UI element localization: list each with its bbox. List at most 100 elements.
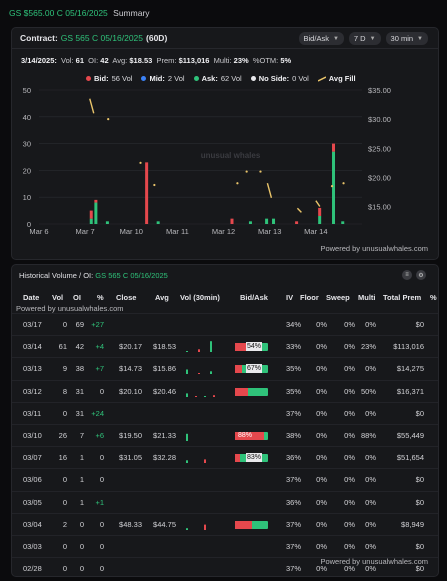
y-right-tick-label: $35.00 — [368, 86, 391, 95]
legend-mid[interactable]: Mid: 2 Vol — [141, 74, 185, 83]
volume-sparkline — [178, 358, 230, 379]
table-row[interactable]: 02/28 0 0 0 37% 0% 0% 0% $0 — [12, 557, 438, 576]
column-header[interactable]: Date — [23, 292, 40, 302]
column-header[interactable]: Sweep — [326, 292, 350, 302]
cell-avg — [143, 314, 176, 335]
column-header[interactable]: Avg — [155, 292, 169, 302]
bid-ask-bar — [235, 558, 275, 576]
table-row[interactable]: 03/13 9 38 +7 $14.73 $15.86 67% 35% 0% 0% 0% $14,27… — [12, 357, 438, 379]
cell-floor: 0% — [316, 364, 327, 374]
cell-avg: $32.28 — [153, 453, 176, 463]
settings-icon[interactable]: ⚙ — [416, 270, 426, 280]
cell-close: $31.05 — [119, 453, 142, 463]
table-row[interactable]: 03/04 2 0 0 $48.33 $44.75 37% 0% 0% 0% $8,949 — [12, 512, 438, 535]
volume-sparkline — [178, 514, 230, 535]
interval-select[interactable]: 30 min ▼ — [385, 32, 428, 45]
chart-controls: Bid/Ask ▼ 7 D ▼ 30 min ▼ — [298, 32, 428, 45]
cell-avg — [143, 536, 176, 557]
x-tick-label: Mar 13 — [258, 227, 281, 236]
cell-vol: 2 — [62, 519, 67, 529]
cell-multi: 0% — [365, 453, 376, 463]
column-header[interactable]: OI — [73, 292, 81, 302]
volume-sparkline — [178, 536, 230, 557]
cell-oi: 0 — [79, 564, 84, 574]
mid-dot-icon — [141, 76, 147, 81]
cell-sweep: 0% — [344, 564, 355, 574]
cell-pct — [428, 514, 438, 535]
cell-oi: 31 — [75, 386, 84, 396]
table-row[interactable]: 03/10 26 7 +6 $19.50 $21.33 88% 38% 0% 0% 88% $55,4… — [12, 424, 438, 446]
filter-icon[interactable]: ≡ — [402, 270, 412, 280]
bid-bar — [230, 218, 234, 224]
cell-iv: 34% — [285, 320, 301, 329]
volume-sparkline — [178, 381, 230, 402]
x-tick-label: Mar 7 — [76, 227, 95, 236]
spark-bar — [210, 341, 212, 353]
cell-date: 03/07 — [23, 453, 42, 463]
contract-symbol: GS $565.00 C 05/16/2025 — [9, 8, 108, 18]
spark-bar — [204, 524, 206, 530]
cell-iv: 36% — [285, 453, 301, 463]
table-row[interactable]: 03/11 0 31 +24 37% 0% 0% 0% $0 — [12, 401, 438, 424]
cell-oi: 7 — [79, 431, 84, 440]
bid-ask-bar — [235, 536, 275, 557]
cell-pct — [428, 425, 438, 446]
column-header[interactable]: IV — [286, 292, 294, 302]
y-left-tick-label: 30 — [23, 140, 31, 149]
cell-chg: +7 — [95, 364, 104, 374]
legend-bid[interactable]: Bid: 56 Vol — [86, 74, 132, 83]
cell-close — [109, 469, 142, 490]
cell-avg: $15.86 — [153, 364, 176, 374]
bid-ask-bar — [235, 514, 275, 535]
cell-chg: +24 — [91, 408, 104, 418]
table-row[interactable]: 03/17 0 69 +27 34% 0% 0% 0% $0 — [12, 313, 438, 335]
range-select[interactable]: 7 D ▼ — [348, 32, 381, 45]
table-row[interactable]: 03/06 0 1 0 37% 0% 0% 0% $0 — [12, 468, 438, 490]
table-row[interactable]: 03/12 8 31 0 $20.10 $20.46 35% 0% 0% 50% $16,371 — [12, 379, 438, 402]
legend-avg-fill[interactable]: Avg Fill — [317, 74, 356, 83]
column-header[interactable]: % — [97, 292, 104, 302]
powered-by: Powered by unusualwhales.com — [320, 557, 428, 566]
side-select[interactable]: Bid/Ask ▼ — [298, 32, 344, 45]
column-header[interactable]: Total Prem — [383, 292, 422, 302]
powered-by: Powered by unusualwhales.com — [320, 244, 428, 253]
cell-close: $20.10 — [119, 386, 142, 396]
bid-ask-percent: 83% — [246, 453, 263, 463]
cell-date: 03/06 — [23, 475, 42, 485]
chevron-down-icon: ▼ — [369, 35, 376, 42]
cell-avg — [143, 469, 176, 490]
column-header[interactable]: % — [430, 292, 437, 302]
ask-bar — [94, 202, 98, 224]
summary-label: Summary — [113, 8, 150, 18]
column-header[interactable]: Vol (30min) — [180, 292, 220, 302]
volume-sparkline — [178, 558, 230, 576]
column-header[interactable]: Bid/Ask — [240, 292, 268, 302]
y-right-tick-label: $15.00 — [368, 203, 391, 212]
column-header[interactable]: Close — [116, 292, 137, 302]
cell-prem: $0 — [415, 497, 424, 507]
column-header[interactable]: Multi — [358, 292, 376, 302]
column-header[interactable]: Vol — [52, 292, 64, 302]
cell-pct — [428, 558, 438, 576]
cell-avg: $18.53 — [153, 342, 176, 352]
volume-sparkline — [178, 425, 230, 446]
legend-ask[interactable]: Ask: 62 Vol — [193, 74, 242, 83]
table-row[interactable]: 03/05 0 1 +1 36% 0% 0% 0% $0 — [12, 490, 438, 513]
table-row[interactable]: 03/07 16 1 0 $31.05 $32.28 83% 36% 0% 0% 0% $51,654 — [12, 446, 438, 468]
legend-no-side[interactable]: No Side: 0 Vol — [250, 74, 309, 83]
cell-oi: 0 — [79, 542, 84, 551]
table-header: Date Vol OI% Close Avg Vol (30min) Bid/Ask IV Fl… — [12, 286, 438, 308]
cell-close — [109, 492, 142, 513]
volume-sparkline — [178, 447, 230, 468]
spark-bar — [186, 369, 188, 375]
y-right-tick-label: $20.00 — [368, 173, 391, 182]
table-row[interactable]: 03/14 61 42 +4 $20.17 $18.53 54% 33% 0% 0% 23% $113… — [12, 335, 438, 357]
contract-value: GS 565 C 05/16/2025 — [60, 33, 144, 43]
table-row[interactable]: 03/03 0 0 0 37% 0% 0% 0% $0 — [12, 535, 438, 557]
cell-pct — [428, 314, 438, 335]
cell-pct — [428, 492, 438, 513]
cell-vol: 0 — [62, 542, 67, 551]
bid-ask-bar — [235, 403, 275, 424]
cell-sweep: 0% — [344, 408, 355, 418]
column-header[interactable]: Floor — [300, 292, 319, 302]
